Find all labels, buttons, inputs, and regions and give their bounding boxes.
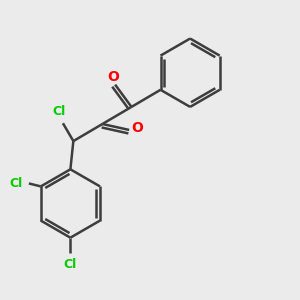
Text: Cl: Cl	[64, 258, 77, 271]
Text: O: O	[108, 70, 120, 84]
Text: O: O	[132, 122, 143, 136]
Text: Cl: Cl	[10, 177, 23, 190]
Text: Cl: Cl	[52, 106, 65, 118]
